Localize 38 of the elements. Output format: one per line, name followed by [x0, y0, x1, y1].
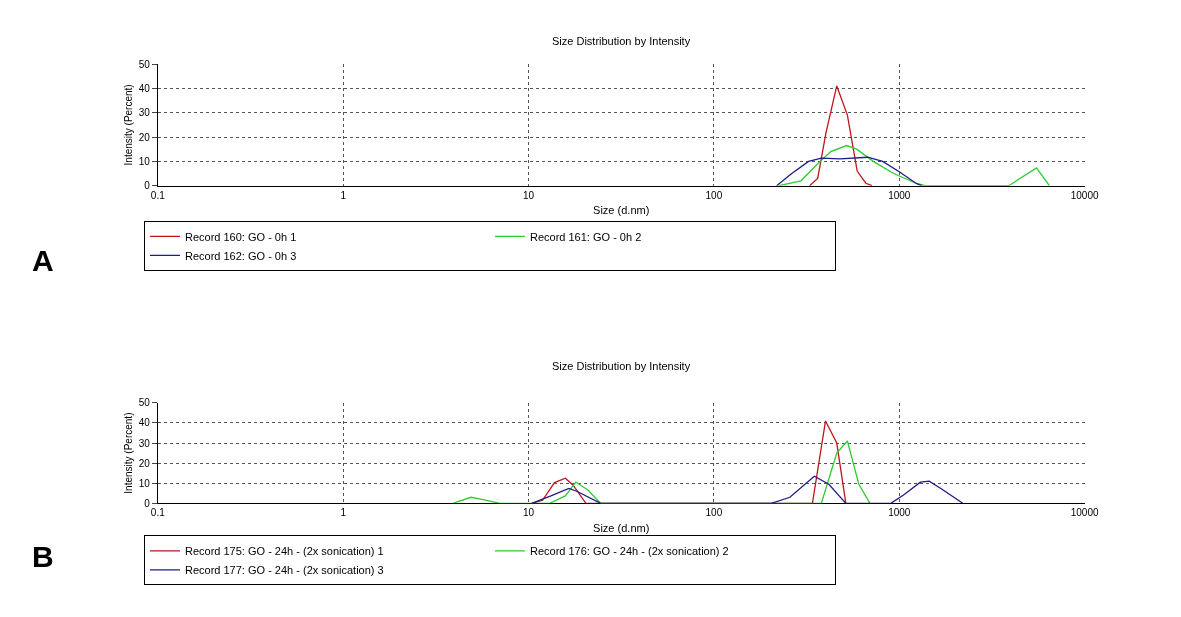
x-tick-label: 0.1 — [150, 189, 166, 201]
y-tick-label: 20 — [138, 131, 151, 143]
y-tick-label: 50 — [138, 397, 151, 409]
x-tick-label: 10000 — [1070, 507, 1099, 519]
chart-title: Size Distribution by Intensity — [552, 35, 691, 47]
y-tick-label: 30 — [138, 437, 151, 449]
legend-label: Record 162: GO - 0h 3 — [184, 249, 297, 262]
y-tick-label: 40 — [138, 417, 151, 429]
x-tick-label: 100 — [705, 189, 723, 201]
x-tick-label: 1000 — [888, 189, 911, 201]
y-tick-label: 10 — [138, 477, 151, 489]
y-tick-label: 40 — [138, 82, 151, 94]
y-axis-title: Intensity (Percent) — [122, 84, 134, 166]
legend-label: Record 177: GO - 24h - (2x sonication) 3 — [184, 564, 384, 577]
x-tick-label: 100 — [705, 507, 723, 519]
x-tick-label: 0.1 — [150, 507, 166, 519]
y-tick-label: 30 — [138, 107, 151, 119]
legend-label: Record 175: GO - 24h - (2x sonication) 1 — [184, 545, 384, 558]
y-tick-label: 10 — [138, 155, 151, 167]
x-tick-label: 1 — [340, 507, 347, 519]
x-axis-title: Size (d.nm) — [593, 203, 650, 216]
text: B — [32, 540, 54, 573]
x-tick-label: 1000 — [888, 507, 911, 519]
y-tick-label: 0 — [144, 180, 151, 192]
y-tick-label: 0 — [144, 497, 151, 509]
y-axis-title: Intensity (Percent) — [122, 412, 134, 494]
y-tick-label: 20 — [138, 457, 151, 469]
legend-label: Record 161: GO - 0h 2 — [529, 230, 642, 243]
x-tick-label: 10000 — [1070, 189, 1099, 201]
chart-title: Size Distribution by Intensity — [552, 360, 691, 372]
legend-label: Record 176: GO - 24h - (2x sonication) 2 — [529, 545, 729, 558]
x-tick-label: 10 — [522, 189, 535, 201]
x-tick-label: 1 — [340, 189, 347, 201]
x-axis-title: Size (d.nm) — [593, 521, 650, 534]
text: A — [32, 244, 54, 277]
y-tick-label: 50 — [138, 58, 151, 70]
legend-label: Record 160: GO - 0h 1 — [184, 230, 297, 243]
x-tick-label: 10 — [522, 507, 535, 519]
